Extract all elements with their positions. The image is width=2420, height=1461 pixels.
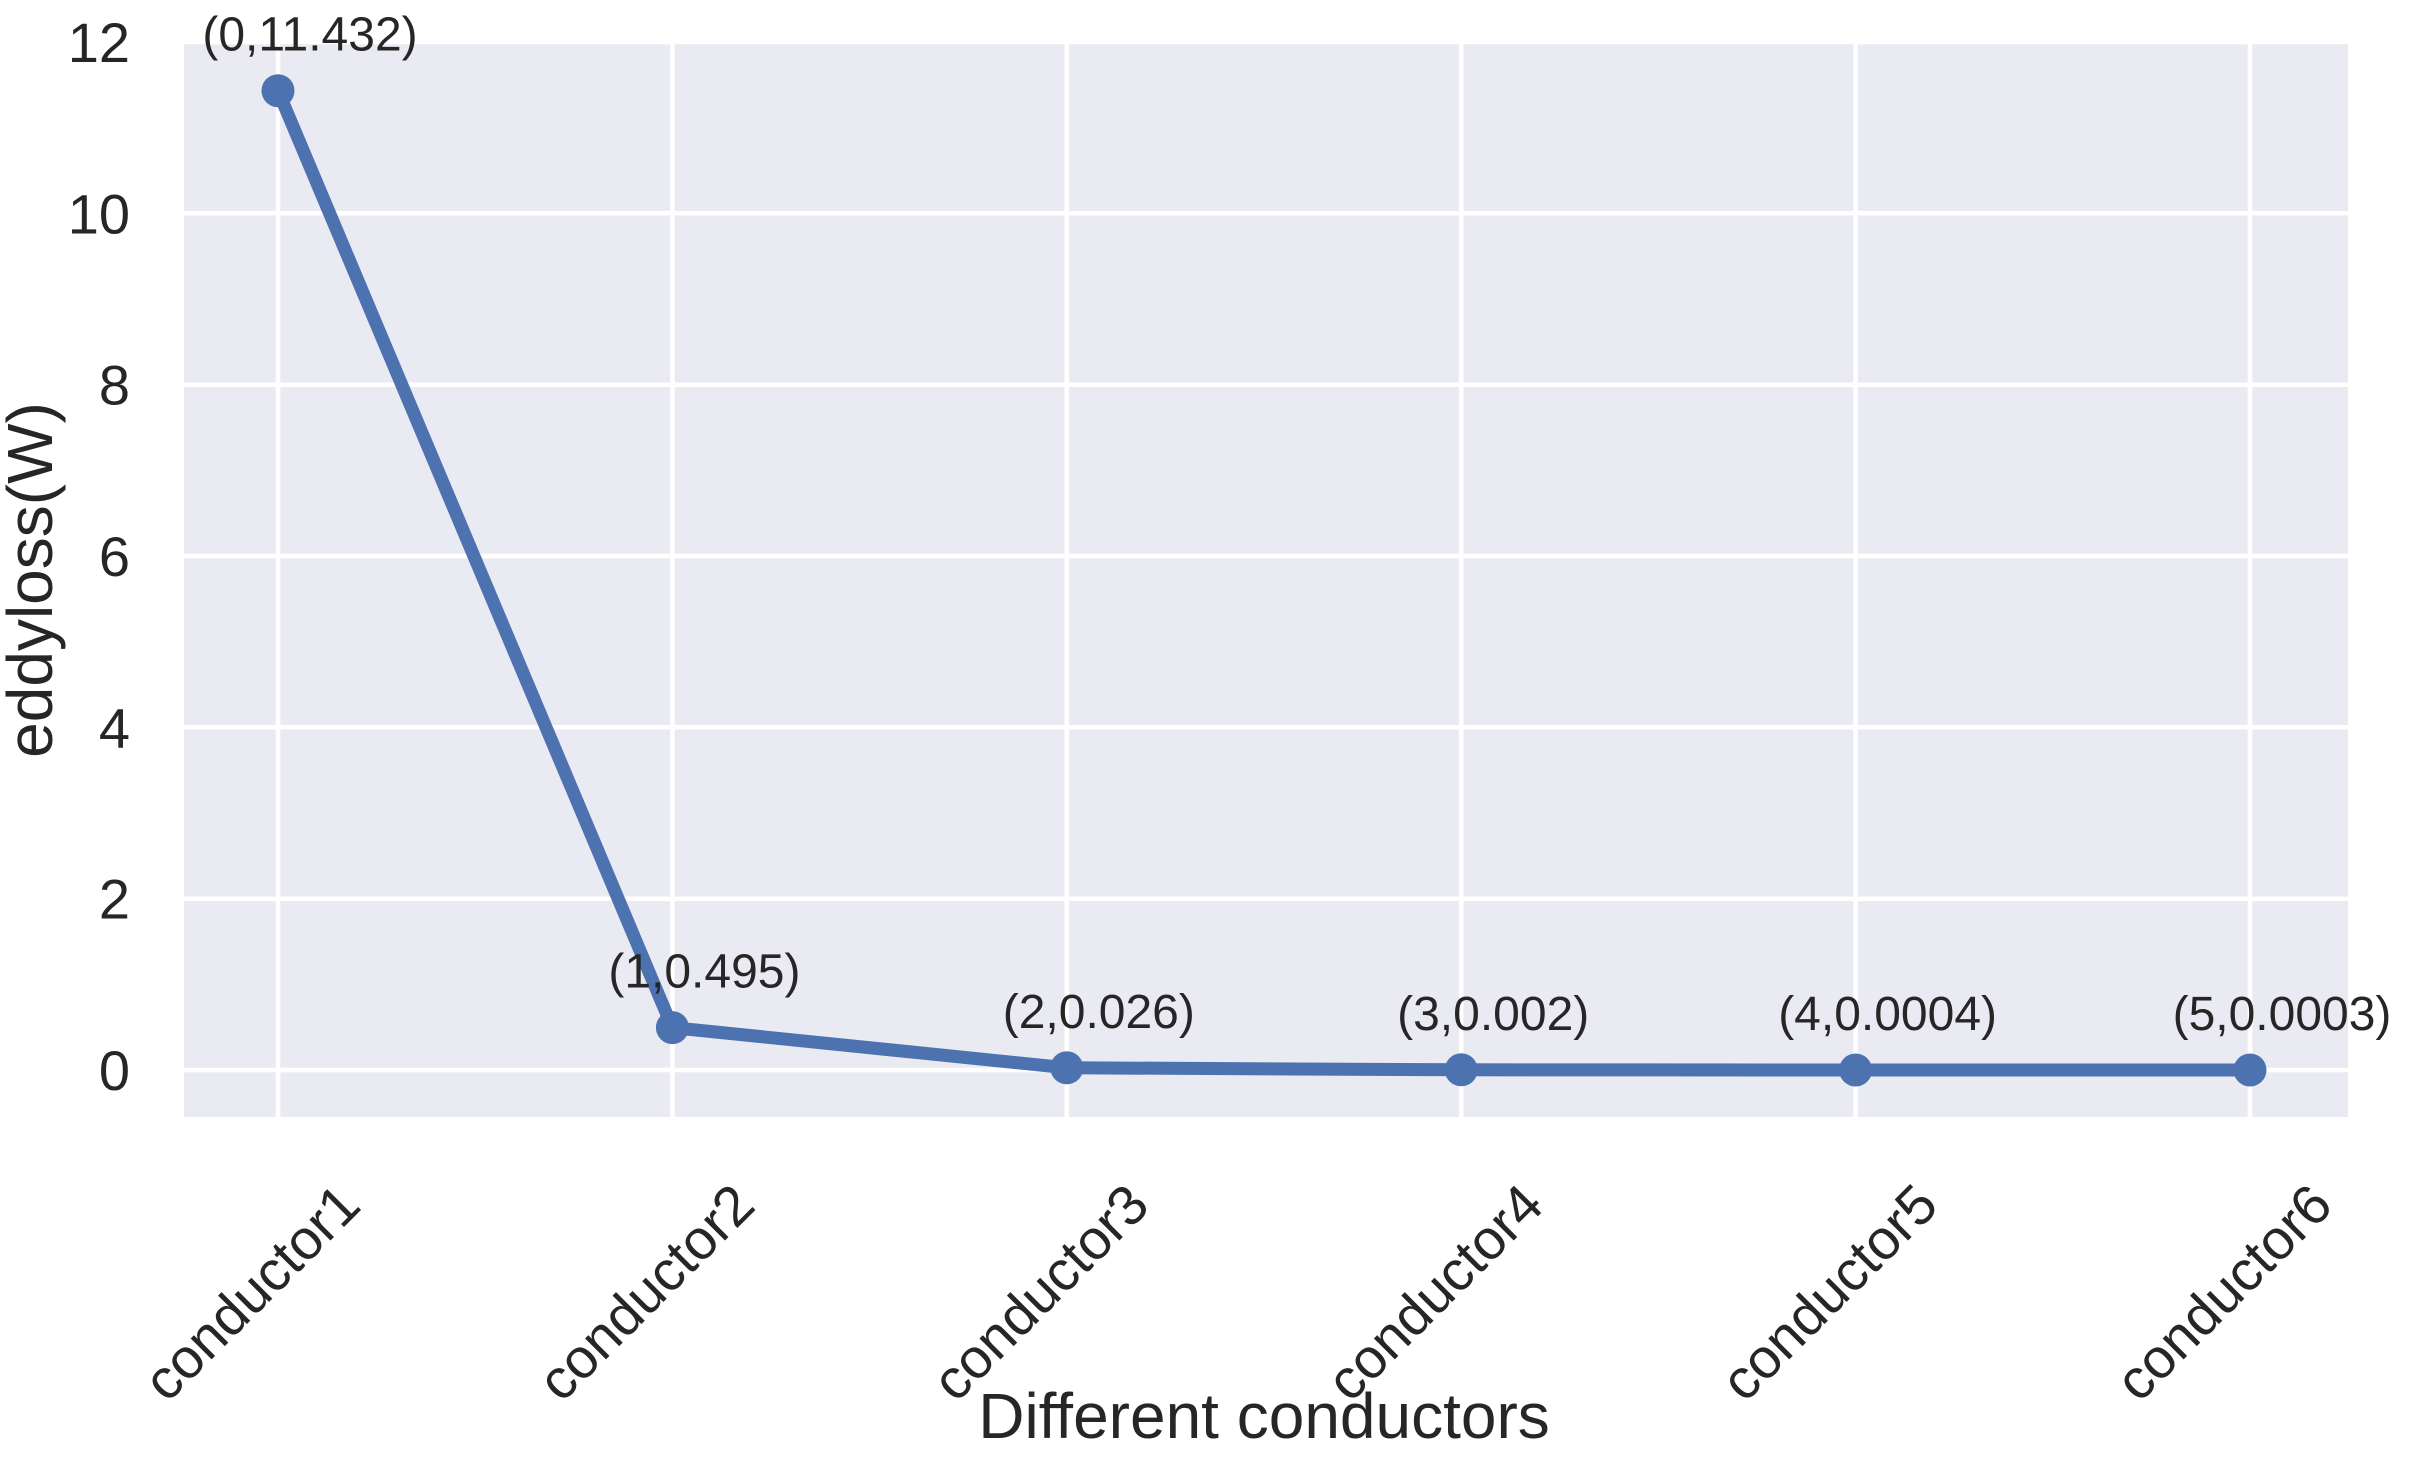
x-tick-label: conductor6 bbox=[2103, 1172, 2343, 1412]
x-tick-label: conductor2 bbox=[525, 1172, 765, 1412]
x-tick-label: conductor1 bbox=[131, 1172, 371, 1412]
data-line bbox=[271, 84, 2257, 1077]
data-point-marker bbox=[655, 1011, 689, 1045]
data-point-marker bbox=[1444, 1053, 1478, 1087]
y-tick-label: 6 bbox=[99, 525, 130, 588]
y-tick-label: 4 bbox=[99, 696, 130, 759]
x-axis-title: Different conductors bbox=[978, 1380, 1550, 1452]
point-annotation: (3,0.002) bbox=[1397, 988, 1589, 1041]
y-tick-label: 10 bbox=[68, 182, 130, 245]
y-tick-label: 0 bbox=[99, 1039, 130, 1102]
point-annotation: (4,0.0004) bbox=[1778, 988, 1997, 1041]
point-annotation: (0,11.432) bbox=[202, 9, 417, 62]
point-annotation: (5,0.0003) bbox=[2173, 988, 2392, 1041]
point-annotation: (2,0.026) bbox=[1003, 986, 1195, 1039]
x-tick-label: conductor4 bbox=[1314, 1172, 1554, 1412]
y-axis-title: eddyloss(W) bbox=[0, 402, 66, 758]
chart-generated-layer: (0,11.432) (1,0.495) (2,0.026) (3,0.002) (4,… bbox=[68, 9, 2392, 1413]
y-tick-label: 2 bbox=[99, 868, 130, 931]
plot-area-background bbox=[184, 42, 2348, 1117]
data-point-marker bbox=[1050, 1051, 1084, 1085]
data-point-marker bbox=[261, 74, 295, 108]
y-tick-label: 8 bbox=[99, 354, 130, 417]
data-point-marker bbox=[1839, 1053, 1873, 1087]
x-tick-label: conductor5 bbox=[1709, 1172, 1949, 1412]
point-annotation: (1,0.495) bbox=[608, 946, 800, 999]
x-tick-label: conductor3 bbox=[920, 1172, 1160, 1412]
data-point-marker bbox=[2233, 1053, 2267, 1087]
y-tick-label: 12 bbox=[68, 11, 130, 74]
